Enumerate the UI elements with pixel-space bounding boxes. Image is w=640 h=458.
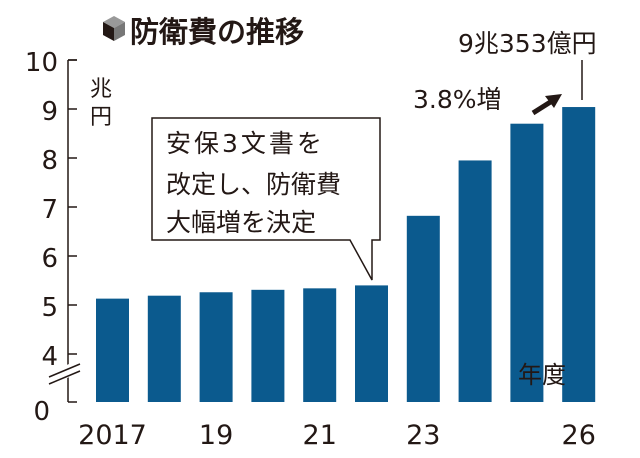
x-tick-label: 21: [303, 420, 337, 451]
x-tick-label: 23: [406, 420, 440, 451]
callout-line-1: 安保3文書を: [166, 129, 325, 158]
bar-2018: [147, 295, 181, 402]
y-unit-2: 円: [90, 105, 112, 130]
callout-line-3: 大幅増を決定: [166, 208, 316, 237]
last-value-label: 9兆353億円: [458, 29, 597, 58]
y-unit-1: 兆: [90, 77, 112, 102]
x-tick-label: 2017: [78, 420, 147, 451]
x-tick-label: 26: [562, 420, 596, 451]
bar-2017: [96, 298, 129, 402]
growth-label: 3.8%増: [413, 85, 502, 114]
bar-2022: [355, 285, 388, 402]
y-tick-label: 5: [41, 293, 58, 323]
bar-2024: [458, 160, 492, 402]
cube-icon: [103, 16, 125, 41]
y-tick-label: 6: [41, 244, 58, 274]
chart-title: 防衛費の推移: [130, 15, 304, 49]
y-tick-label: 10: [25, 48, 58, 78]
bar-2019: [199, 292, 233, 402]
y-tick-label: 0: [33, 397, 50, 427]
bar-2023: [406, 215, 440, 402]
bar-2026: [562, 107, 596, 402]
arrow-icon: [531, 94, 562, 116]
callout-line-2: 改定し、防衛費: [166, 170, 341, 199]
y-tick-label: 9: [41, 97, 58, 127]
y-tick-label: 4: [41, 342, 58, 372]
bar-2021: [303, 288, 337, 402]
y-tick-label: 7: [41, 195, 58, 225]
x-axis-label: 年度: [518, 361, 566, 389]
x-tick-label: 19: [199, 420, 233, 451]
bar-2020: [251, 289, 285, 402]
callout: 安保3文書を 改定し、防衛費 大幅増を決定: [151, 117, 381, 281]
axis-break-icon: [48, 359, 84, 385]
bar-2025: [510, 123, 544, 402]
y-tick-label: 8: [41, 146, 58, 176]
